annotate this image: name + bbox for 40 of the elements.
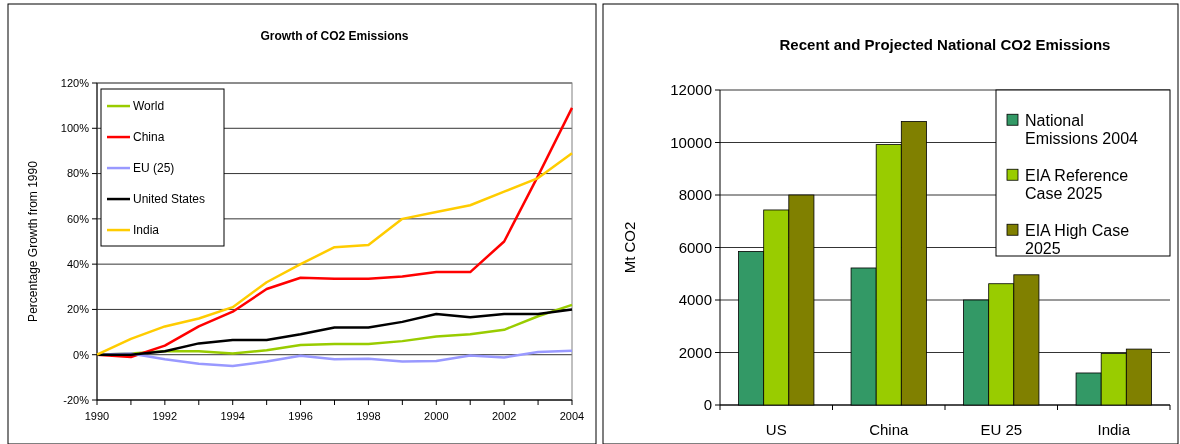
chart-title: Recent and Projected National CO2 Emissions: [779, 36, 1111, 53]
y-tick-label: 6000: [678, 238, 712, 256]
x-tick-label: 1994: [220, 410, 245, 422]
x-tick-label: 2000: [424, 410, 449, 422]
y-tick-label: 80%: [66, 167, 90, 180]
legend-label: EU (25): [133, 161, 175, 176]
legend-label: EIA High Case 2025: [1025, 221, 1130, 258]
x-tick-label: India: [1097, 421, 1131, 438]
y-tick-label: 40%: [66, 257, 90, 270]
x-tick-label: 1992: [152, 410, 178, 422]
y-tick-label: 0: [703, 396, 712, 414]
y-tick-label: 120%: [60, 76, 90, 89]
legend-label: China: [133, 130, 165, 145]
chart-title: Growth of CO2 Emissions: [260, 29, 409, 43]
y-tick-label: 0%: [73, 348, 90, 361]
x-tick-label: 1990: [84, 410, 110, 422]
legend-label: EIA Reference Case 2025: [1025, 166, 1129, 203]
y-tick-label: 2000: [678, 343, 712, 361]
legend-label: India: [133, 223, 160, 238]
legend-label: National Emissions 2004: [1025, 111, 1139, 148]
y-tick-label: 20%: [66, 303, 90, 316]
y-tick-label: -20%: [63, 393, 90, 406]
line-series: [95, 151, 574, 356]
y-axis-title: Mt CO2: [621, 221, 638, 274]
x-tick-label: 1998: [356, 410, 381, 422]
legend-label: World: [133, 99, 165, 114]
y-tick-label: 10000: [670, 133, 712, 151]
y-tick-label: 12000: [670, 81, 712, 99]
x-tick-label: China: [869, 421, 909, 438]
y-tick-label: 60%: [66, 212, 90, 225]
y-tick-label: 4000: [678, 291, 712, 309]
y-tick-label: 100%: [60, 122, 90, 135]
x-tick-label: 2002: [491, 410, 517, 422]
x-tick-label: 1996: [288, 410, 313, 422]
x-tick-label: US: [765, 421, 787, 438]
y-tick-label: 8000: [678, 186, 712, 204]
x-tick-label: EU 25: [980, 421, 1023, 438]
y-axis-title: Percentage Growth from 1990: [26, 160, 40, 322]
legend-label: United States: [133, 192, 206, 207]
x-tick-label: 2004: [559, 410, 585, 422]
